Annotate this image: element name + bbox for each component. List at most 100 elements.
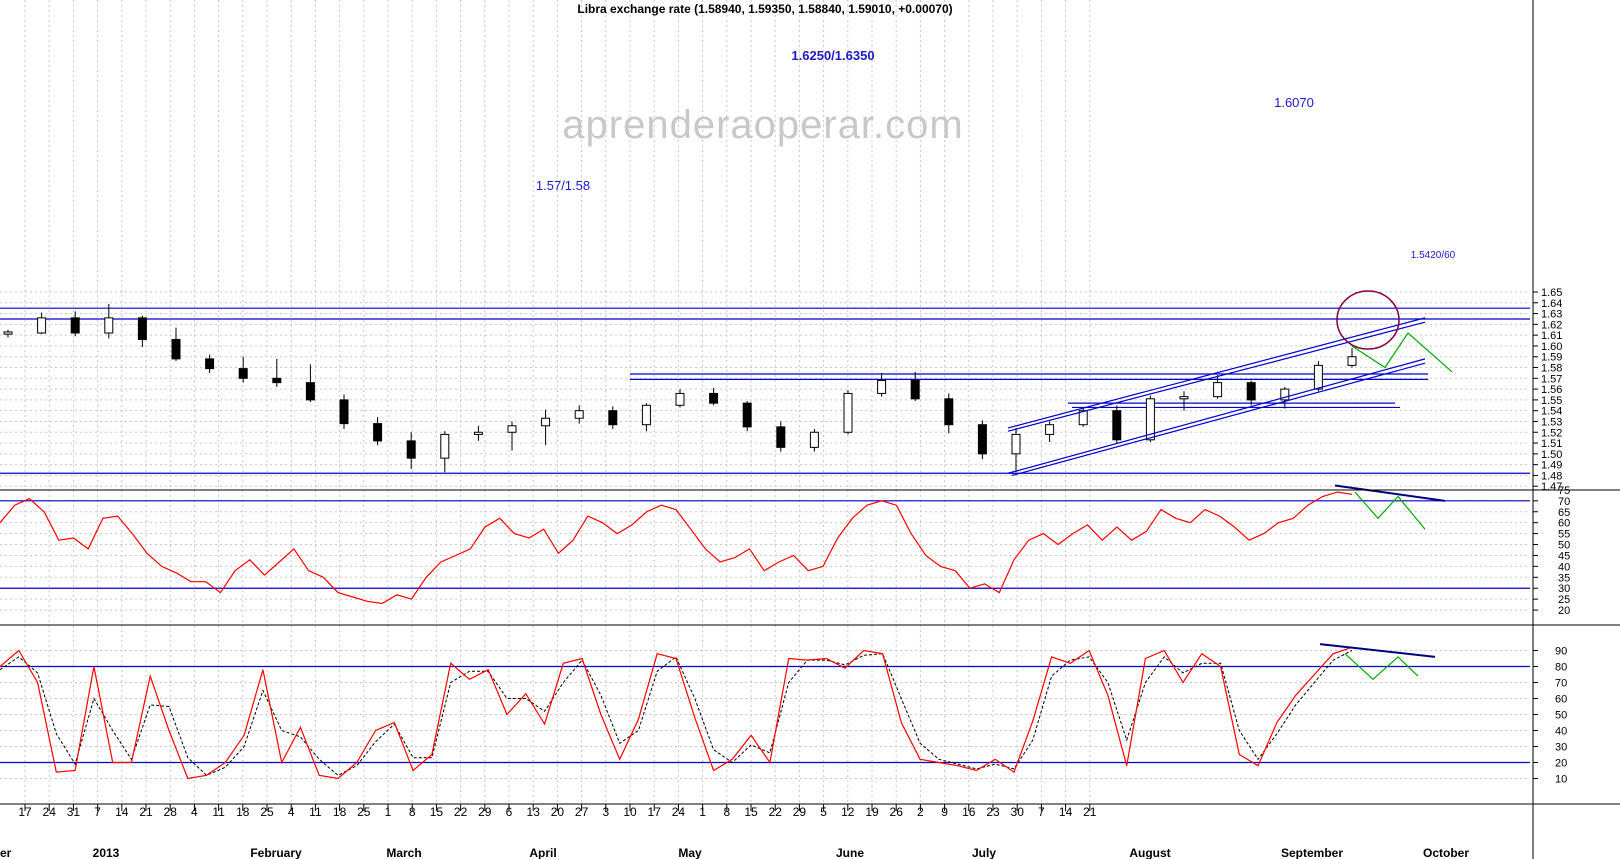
date-label: 4 (191, 805, 198, 819)
date-label: 17 (18, 805, 32, 819)
month-label: September (1281, 846, 1343, 859)
candle-body (1313, 364, 1323, 390)
stoch-tick-label: 20 (1555, 758, 1567, 770)
rsi-tick-label: 40 (1558, 561, 1570, 573)
stoch-tick-label: 30 (1555, 742, 1567, 754)
date-label: 24 (43, 805, 57, 819)
candle-body (507, 425, 517, 433)
date-label: 19 (865, 805, 879, 819)
date-label: 14 (1059, 805, 1073, 819)
price-tick-label: 1.60 (1541, 341, 1562, 353)
channel-upper-line (1007, 317, 1426, 429)
date-label: 15 (430, 805, 444, 819)
date-label: 11 (309, 805, 322, 819)
candle-body (137, 317, 147, 340)
price-tick-label: 1.62 (1541, 319, 1562, 331)
rsi-tick-label: 30 (1558, 583, 1570, 595)
annotation-target: 1.6070 (1274, 95, 1314, 110)
stoch-projection (1344, 653, 1419, 681)
channel-lower-line (1007, 358, 1426, 474)
candle-body (944, 398, 954, 426)
price-tick-label: 1.64 (1541, 298, 1562, 310)
candle-body (977, 424, 987, 455)
candle-body (608, 410, 618, 426)
date-label: 2 (917, 805, 924, 819)
date-label: 9 (941, 805, 948, 819)
candle-body (473, 431, 483, 435)
stoch-tick-label: 90 (1555, 646, 1567, 658)
candle-body (37, 317, 47, 334)
date-label: 22 (454, 805, 468, 819)
stochastic-series (0, 646, 1353, 780)
candle-body (238, 368, 248, 379)
price-tick-label: 1.49 (1541, 460, 1562, 472)
channel-upper-line-2 (1007, 321, 1426, 432)
candle-body (742, 402, 752, 428)
rsi-tick-label: 25 (1558, 594, 1570, 606)
candle-body (910, 379, 920, 400)
date-label: 8 (723, 805, 730, 819)
chart-title: Libra exchange rate (1.58940, 1.59350, 1… (577, 2, 952, 16)
date-label: 31 (67, 805, 81, 819)
date-label: 12 (841, 805, 855, 819)
candle-body (440, 433, 450, 459)
rsi-line (0, 491, 1353, 605)
candle-body (1112, 410, 1122, 441)
candle-body (1213, 382, 1223, 398)
date-label: 6 (506, 805, 513, 819)
price-tick-label: 1.55 (1541, 395, 1562, 407)
date-label: 26 (890, 805, 904, 819)
stoch-tick-label: 10 (1555, 774, 1567, 786)
candle-body (70, 317, 80, 334)
trend-overlays (1007, 290, 1453, 681)
stoch-tick-label: 80 (1555, 662, 1567, 674)
rsi-tick-label: 50 (1558, 540, 1570, 552)
candle-body (1145, 398, 1155, 441)
date-label: 21 (139, 805, 153, 819)
month-label: April (529, 846, 556, 859)
rsi-projection (1354, 491, 1426, 530)
channel-lower-line-2 (1011, 362, 1426, 476)
price-tick-label: 1.63 (1541, 309, 1562, 321)
candlestick-series (3, 303, 1357, 473)
candle-body (877, 379, 887, 394)
candle-body (171, 338, 181, 360)
candle-body (339, 399, 349, 425)
date-label: 24 (672, 805, 686, 819)
edge-month-label: er (0, 846, 12, 859)
candle-body (3, 331, 13, 335)
date-label: 4 (288, 805, 295, 819)
annotation-support-band: 1.57/1.58 (536, 178, 590, 193)
annotation-resistance-band: 1.6250/1.6350 (791, 48, 874, 63)
rsi-series (0, 491, 1353, 605)
price-tick-label: 1.48 (1541, 470, 1562, 482)
stoch-divergence-line (1319, 643, 1436, 658)
candle-body (373, 423, 383, 442)
candle-body (1045, 424, 1055, 435)
date-label: 10 (623, 805, 637, 819)
candle-body (205, 358, 215, 370)
candle-body (104, 317, 114, 334)
candle-body (1078, 410, 1088, 426)
date-label: 1 (699, 805, 706, 819)
date-label: 21 (1083, 805, 1097, 819)
candle-body (272, 377, 282, 384)
date-label: 14 (115, 805, 129, 819)
date-label: 28 (164, 805, 178, 819)
month-label: 2013 (93, 846, 120, 859)
month-label: March (386, 846, 421, 859)
target-circle (1336, 290, 1400, 350)
rsi-tick-label: 35 (1558, 572, 1570, 584)
date-label: 7 (1038, 805, 1045, 819)
stoch-tick-label: 70 (1555, 678, 1567, 690)
date-label: 18 (333, 805, 347, 819)
date-label: 29 (793, 805, 807, 819)
date-label: 5 (820, 805, 827, 819)
candle-body (1347, 356, 1357, 366)
date-label: 3 (602, 805, 609, 819)
date-label: 8 (409, 805, 416, 819)
candle-body (675, 392, 685, 406)
rsi-divergence-line (1334, 484, 1446, 502)
